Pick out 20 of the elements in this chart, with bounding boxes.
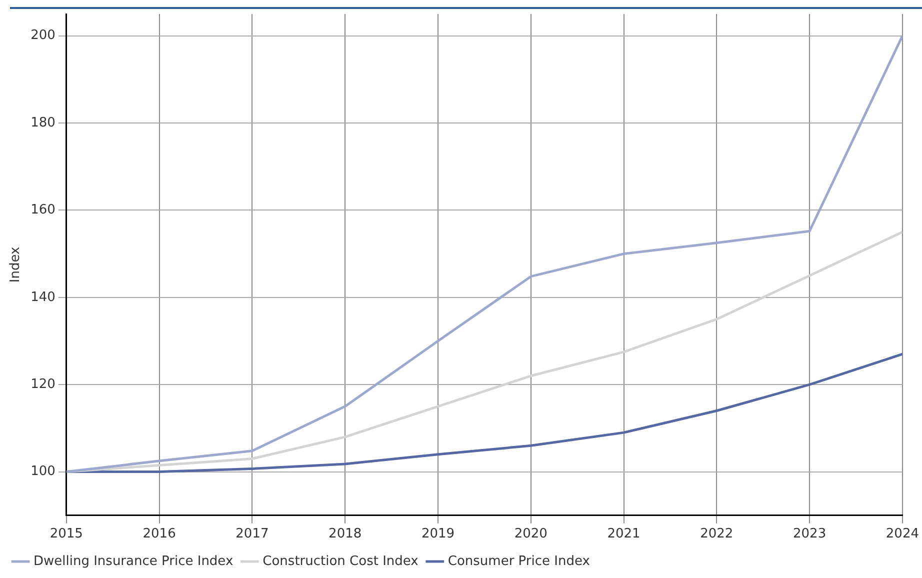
y-axis-title: Index	[8, 246, 24, 283]
x-tick-label: 2020	[514, 526, 548, 542]
x-tick-label: 2017	[236, 526, 269, 542]
x-tick-label: 2021	[607, 526, 640, 542]
x-tick-label: 2023	[793, 526, 826, 542]
legend-label: Consumer Price Index	[448, 554, 590, 569]
y-tick-label: 160	[30, 202, 56, 218]
y-tick-label: 180	[30, 115, 56, 130]
x-tick-label: 2018	[328, 526, 362, 542]
x-tick-label: 2015	[50, 526, 83, 542]
x-tick-label: 2024	[886, 526, 920, 542]
legend-label: Construction Cost Index	[262, 554, 419, 569]
y-tick-label: 140	[30, 290, 56, 305]
x-tick-label: 2016	[142, 526, 176, 542]
x-tick-label: 2022	[700, 526, 734, 542]
y-tick-label: 200	[30, 28, 56, 44]
y-tick-label: 100	[30, 464, 56, 480]
x-tick-label: 2019	[421, 526, 455, 542]
legend-label: Dwelling Insurance Price Index	[34, 554, 234, 569]
y-tick-label: 120	[30, 376, 56, 392]
